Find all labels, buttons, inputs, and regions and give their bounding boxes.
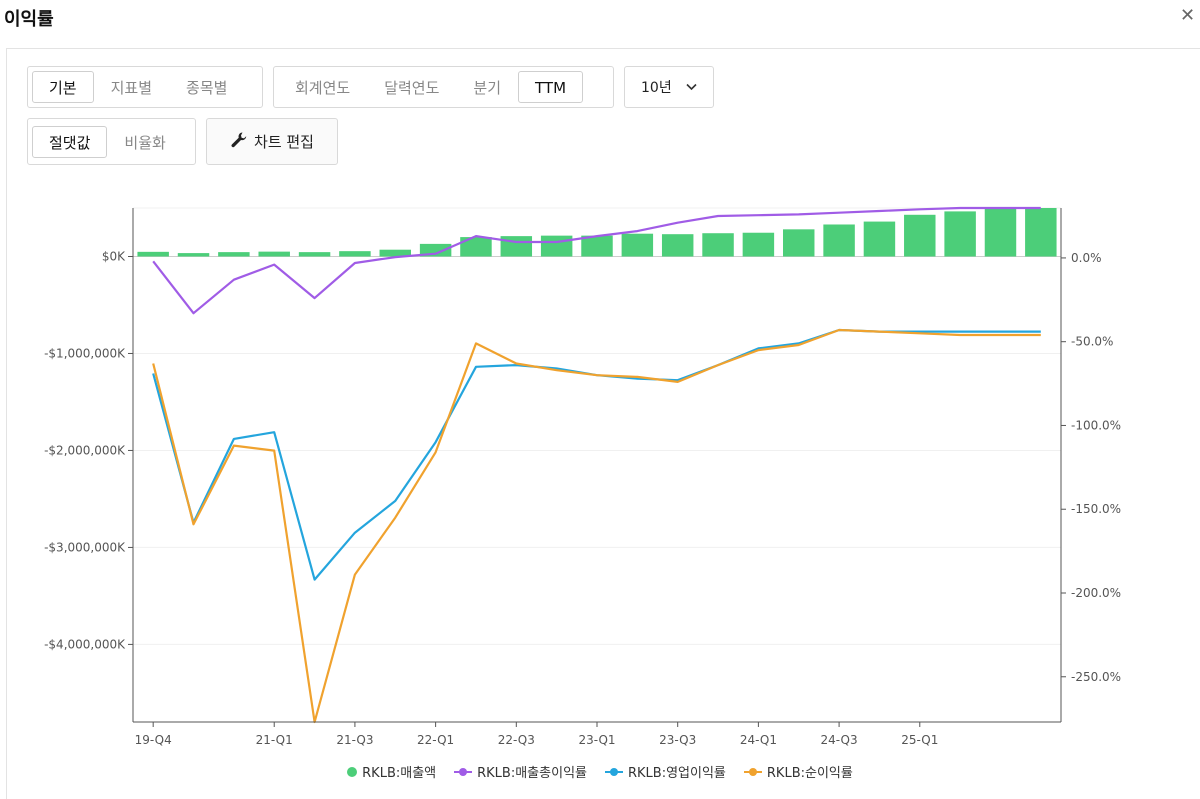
revenue-bar — [137, 251, 169, 257]
x-tick-label: 24-Q1 — [740, 733, 777, 747]
legend-marker — [347, 766, 358, 777]
range-select[interactable]: 10년 — [624, 66, 714, 108]
legend-item[interactable]: RKLB:매출총이익률 — [454, 762, 587, 781]
revenue-bar — [823, 224, 855, 257]
y-left-tick-label: -$3,000,000K — [44, 540, 126, 554]
revenue-bar — [218, 252, 250, 257]
chevron-down-icon — [686, 81, 697, 94]
x-tick-label: 19-Q4 — [135, 733, 172, 747]
revenue-bar — [621, 233, 654, 257]
series-line — [152, 328, 1041, 724]
axes: $0K -$1,000,000K -$2,000,000K -$3,000,000K -… — [44, 208, 1121, 747]
chart-panel — [6, 48, 1200, 799]
legend-item[interactable]: RKLB:순이익률 — [743, 762, 853, 781]
y-right-tick-label: -100.0% — [1071, 418, 1121, 432]
revenue-bar — [540, 235, 573, 257]
y-right-tick-label: -200.0% — [1071, 586, 1121, 600]
wrench-icon — [230, 131, 248, 153]
period-option-ttm[interactable]: TTM — [518, 71, 584, 103]
y-right-tick-label: -50.0% — [1071, 335, 1113, 349]
revenue-bar — [298, 252, 331, 257]
x-tick-label: 22-Q3 — [498, 733, 535, 747]
revenue-bar — [783, 229, 815, 257]
revenue-bar — [742, 232, 775, 257]
legend-marker — [604, 767, 623, 777]
period-option-calendar-year[interactable]: 달력연도 — [384, 79, 440, 97]
close-icon[interactable]: ✕ — [1180, 5, 1196, 26]
legend-label: RKLB:영업이익률 — [627, 766, 726, 781]
chart-legend: RKLB:매출액 RKLB:매출총이익률 RKLB:영업이익률 RKLB:순이익률 — [0, 762, 1200, 781]
legend-marker — [743, 767, 762, 777]
margin-lines — [152, 206, 1041, 724]
x-tick-label: 23-Q1 — [578, 733, 615, 747]
y-right-tick-label: 0.0% — [1071, 251, 1102, 265]
legend-label: RKLB:매출총이익률 — [477, 766, 587, 781]
legend-item[interactable]: RKLB:영업이익률 — [604, 762, 726, 781]
edit-chart-label: 차트 편집 — [254, 133, 314, 151]
legend-marker — [454, 767, 473, 777]
legend-item[interactable]: RKLB:매출액 — [347, 762, 436, 781]
revenue-bar — [581, 235, 613, 257]
range-select-value: 10년 — [641, 80, 672, 96]
revenue-bar — [339, 251, 371, 257]
y-left-tick-label: -$1,000,000K — [44, 346, 126, 360]
legend-label: RKLB:매출액 — [362, 766, 437, 781]
scale-option-normalized[interactable]: 비율화 — [124, 133, 166, 152]
y-right-tick-label: -250.0% — [1071, 670, 1121, 684]
revenue-bar — [379, 249, 411, 257]
legend-label: RKLB:순이익률 — [766, 766, 853, 781]
revenue-bar — [460, 237, 492, 257]
view-option-by-metric[interactable]: 지표별 — [110, 79, 153, 97]
revenue-bar — [944, 211, 976, 257]
x-tick-label: 21-Q3 — [336, 733, 373, 747]
revenue-bar — [1025, 208, 1057, 257]
series-line — [152, 206, 1041, 315]
revenue-bar — [500, 236, 533, 257]
x-tick-label: 24-Q3 — [821, 733, 858, 747]
scale-toggle-group: 절댓값 비율화 — [27, 118, 196, 165]
revenue-bar — [904, 214, 936, 257]
y-left-tick-label: -$4,000,000K — [44, 637, 126, 651]
view-toggle-group: 기본 지표별 종목별 — [27, 66, 263, 108]
x-tick-label: 23-Q3 — [659, 733, 696, 747]
y-right-tick-label: -150.0% — [1071, 502, 1121, 516]
page-title: 이익률 — [4, 9, 54, 30]
y-left-tick-label: -$2,000,000K — [44, 443, 126, 457]
revenue-bar — [177, 253, 210, 257]
revenue-bar — [661, 234, 694, 257]
period-option-quarter[interactable]: 분기 — [473, 79, 502, 97]
period-option-fiscal-year[interactable]: 회계연도 — [295, 79, 351, 97]
edit-chart-button[interactable]: 차트 편집 — [206, 118, 338, 165]
scale-option-absolute[interactable]: 절댓값 — [32, 125, 108, 158]
revenue-bar — [863, 221, 896, 257]
grid-lines — [133, 207, 1061, 645]
revenue-bar — [984, 208, 1017, 257]
x-tick-label: 21-Q1 — [256, 733, 293, 747]
view-option-basic[interactable]: 기본 — [32, 71, 94, 103]
revenue-bars — [137, 208, 1057, 257]
x-tick-label: 22-Q1 — [417, 733, 454, 747]
x-tick-label: 25-Q1 — [901, 733, 938, 747]
revenue-bar — [258, 251, 290, 257]
view-option-by-stock[interactable]: 종목별 — [186, 79, 228, 97]
period-toggle-group: 회계연도 달력연도 분기 TTM — [273, 66, 614, 108]
y-left-tick-label: $0K — [102, 249, 126, 263]
profit-margin-chart: $0K -$1,000,000K -$2,000,000K -$3,000,000K -… — [44, 206, 1121, 747]
series-line — [152, 328, 1041, 581]
revenue-bar — [702, 233, 734, 257]
